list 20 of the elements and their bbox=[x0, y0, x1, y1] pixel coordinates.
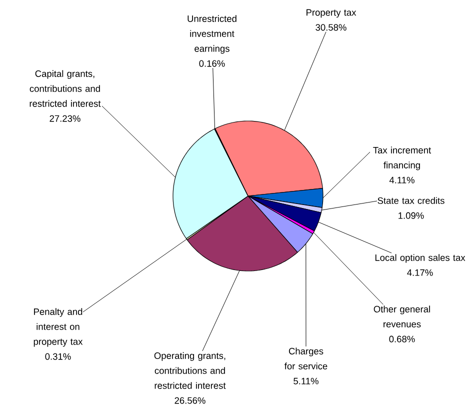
data-label: 26.56% bbox=[174, 397, 206, 404]
data-label: 5.11% bbox=[294, 378, 318, 384]
data-label: 0.68% bbox=[389, 336, 415, 342]
slice-label: Tax increment financing bbox=[373, 146, 432, 170]
data-label: 27.23% bbox=[50, 115, 80, 122]
slice-label: Operating grants, contributions and restricted interest bbox=[154, 352, 226, 389]
slice-label: State tax credits bbox=[378, 197, 444, 204]
data-label: 0.31% bbox=[45, 353, 71, 360]
data-label: 1.09% bbox=[398, 212, 424, 219]
slice-label: Unrestricted investment earnings bbox=[188, 15, 236, 54]
data-label: 0.16% bbox=[199, 60, 225, 67]
slice-label: Penalty and interest on property tax bbox=[34, 308, 83, 347]
slice-label: Capital grants, contributions and restricted interest bbox=[30, 70, 101, 107]
slice-label: Charges for service bbox=[284, 348, 328, 370]
slice-label: Local option sales tax bbox=[375, 254, 466, 263]
slice-label: Other general revenues bbox=[374, 306, 430, 328]
data-label: 30.58% bbox=[316, 24, 346, 31]
slice-label: Property tax bbox=[306, 9, 356, 18]
data-label: 4.11% bbox=[389, 176, 414, 184]
data-label: 4.17% bbox=[407, 269, 433, 276]
